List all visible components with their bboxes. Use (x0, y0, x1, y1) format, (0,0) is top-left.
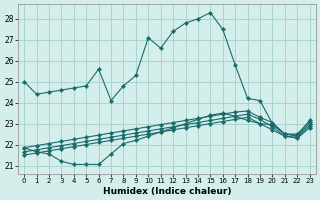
X-axis label: Humidex (Indice chaleur): Humidex (Indice chaleur) (103, 187, 231, 196)
